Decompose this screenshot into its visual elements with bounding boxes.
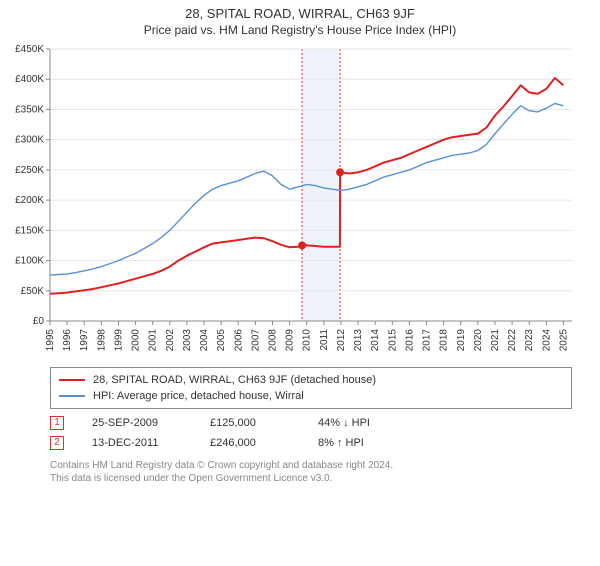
attribution-footer: Contains HM Land Registry data © Crown c…: [50, 459, 572, 485]
footer-line-1: Contains HM Land Registry data © Crown c…: [50, 459, 572, 472]
footer-line-2: This data is licensed under the Open Gov…: [50, 472, 572, 485]
chart-title-subtitle: Price paid vs. HM Land Registry's House …: [0, 23, 600, 37]
svg-text:2012: 2012: [336, 329, 347, 352]
svg-text:2011: 2011: [319, 329, 330, 351]
svg-text:1998: 1998: [96, 329, 107, 352]
chart-area: £0 £50K £100K £150K £200K £250K £300K £350K £400…: [0, 41, 600, 361]
sale-date: 25-SEP-2009: [92, 413, 182, 433]
sale-row: 1 25-SEP-2009 £125,000 44% ↓ HPI: [50, 413, 572, 433]
legend-swatch: [59, 379, 85, 381]
svg-text:£0: £0: [33, 316, 45, 327]
svg-text:1997: 1997: [79, 329, 90, 352]
svg-text:£200K: £200K: [15, 195, 44, 206]
legend-row: 28, SPITAL ROAD, WIRRAL, CH63 9JF (detac…: [59, 372, 563, 388]
svg-text:£300K: £300K: [15, 135, 44, 146]
svg-text:2008: 2008: [267, 329, 278, 352]
svg-text:2014: 2014: [370, 329, 381, 352]
legend: 28, SPITAL ROAD, WIRRAL, CH63 9JF (detac…: [50, 367, 572, 409]
svg-text:2020: 2020: [473, 329, 484, 352]
svg-text:£350K: £350K: [15, 104, 44, 115]
svg-text:2025: 2025: [558, 329, 569, 352]
svg-text:2007: 2007: [250, 329, 261, 352]
line-chart-svg: £0 £50K £100K £150K £200K £250K £300K £350K £400…: [0, 41, 600, 361]
svg-text:£450K: £450K: [15, 44, 44, 55]
svg-text:£100K: £100K: [15, 256, 44, 267]
svg-text:2024: 2024: [541, 329, 552, 352]
svg-text:2013: 2013: [353, 329, 364, 352]
svg-text:2009: 2009: [285, 329, 296, 352]
svg-text:£150K: £150K: [15, 225, 44, 236]
svg-text:£50K: £50K: [21, 286, 45, 297]
svg-text:1999: 1999: [113, 329, 124, 352]
svg-text:2019: 2019: [456, 329, 467, 352]
svg-text:2001: 2001: [148, 329, 159, 352]
svg-text:2021: 2021: [490, 329, 501, 352]
svg-text:£250K: £250K: [15, 165, 44, 176]
svg-text:2018: 2018: [439, 329, 450, 352]
sale-marker: 2: [50, 436, 64, 450]
svg-text:2022: 2022: [507, 329, 518, 352]
legend-label: HPI: Average price, detached house, Wirr…: [93, 388, 304, 404]
svg-text:2023: 2023: [524, 329, 535, 352]
sale-marker: 1: [50, 416, 64, 430]
svg-text:£400K: £400K: [15, 74, 44, 85]
sale-delta-vs-hpi: 8% ↑ HPI: [318, 433, 364, 453]
svg-text:1996: 1996: [62, 329, 73, 352]
svg-text:2010: 2010: [302, 329, 313, 352]
sale-price: £125,000: [210, 413, 290, 433]
svg-text:2004: 2004: [199, 329, 210, 352]
svg-text:2015: 2015: [387, 329, 398, 352]
sales-table: 1 25-SEP-2009 £125,000 44% ↓ HPI 2 13-DEC-201…: [50, 413, 572, 453]
svg-text:2002: 2002: [165, 329, 176, 352]
legend-row: HPI: Average price, detached house, Wirr…: [59, 388, 563, 404]
sale-price: £246,000: [210, 433, 290, 453]
svg-text:2003: 2003: [182, 329, 193, 352]
legend-label: 28, SPITAL ROAD, WIRRAL, CH63 9JF (detac…: [93, 372, 376, 388]
legend-swatch: [59, 395, 85, 397]
svg-text:2006: 2006: [233, 329, 244, 352]
svg-text:2005: 2005: [216, 329, 227, 352]
chart-title-address: 28, SPITAL ROAD, WIRRAL, CH63 9JF: [0, 6, 600, 21]
sale-row: 2 13-DEC-2011 £246,000 8% ↑ HPI: [50, 433, 572, 453]
svg-text:2016: 2016: [404, 329, 415, 352]
sale-delta-vs-hpi: 44% ↓ HPI: [318, 413, 370, 433]
sale-date: 13-DEC-2011: [92, 433, 182, 453]
svg-text:2017: 2017: [422, 329, 433, 352]
svg-text:2000: 2000: [131, 329, 142, 352]
svg-text:1995: 1995: [45, 329, 56, 352]
